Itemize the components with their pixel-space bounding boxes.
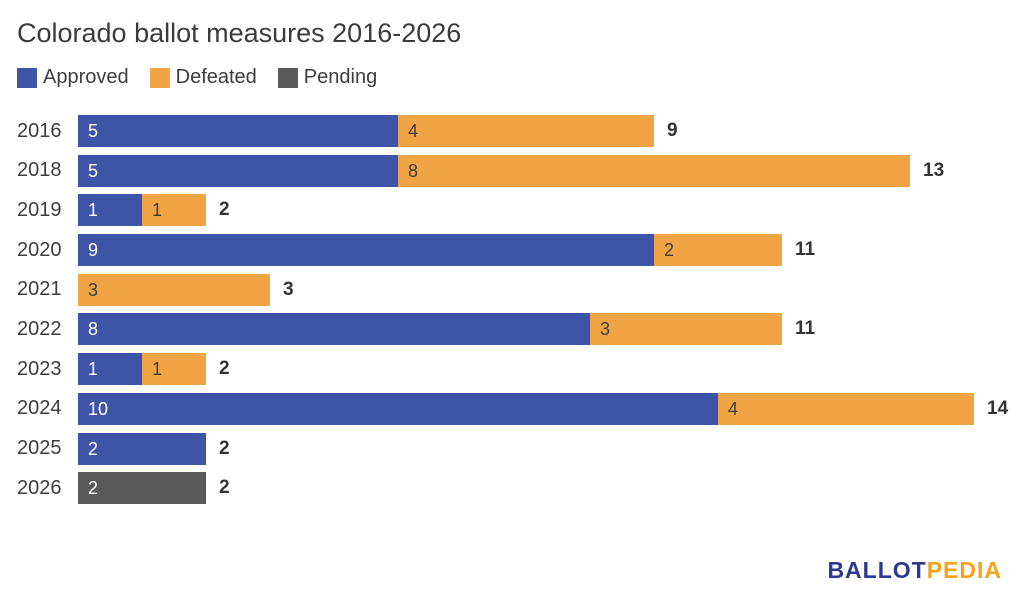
legend-item-defeated: Defeated <box>149 66 257 89</box>
bar-segment-defeated: 4 <box>398 115 654 147</box>
chart-row: 2026 2 2 <box>0 472 1024 505</box>
bar-segment-approved: 5 <box>78 154 398 187</box>
total-label: 11 <box>795 318 816 340</box>
year-label: 2024 <box>17 397 62 420</box>
total-label: 2 <box>219 358 230 380</box>
bar-segment-approved: 5 <box>78 115 398 147</box>
legend-swatch-pending <box>277 67 298 88</box>
year-label: 2020 <box>17 238 62 261</box>
chart-row: 2023 1 1 2 <box>0 353 1024 386</box>
segment-value-label: 2 <box>88 438 99 459</box>
segment-value-label: 8 <box>408 160 419 181</box>
legend-swatch-defeated <box>149 67 170 88</box>
bar-segment-defeated: 1 <box>142 194 206 227</box>
chart-row: 2020 9 2 11 <box>0 234 1024 267</box>
segment-value-label: 9 <box>88 240 99 261</box>
bar-stack: 2 <box>78 472 206 505</box>
bar-stack: 10 4 <box>78 392 974 425</box>
segment-value-label: 8 <box>88 319 99 340</box>
year-label: 2025 <box>17 437 62 459</box>
segment-value-label: 4 <box>728 398 739 419</box>
bar-segment-defeated: 3 <box>78 273 270 306</box>
total-label: 13 <box>923 159 945 181</box>
chart-row: 2025 2 2 <box>0 432 1024 465</box>
bar-segment-pending: 2 <box>78 472 206 505</box>
chart-row: 2024 10 4 14 <box>0 392 1024 425</box>
total-label: 2 <box>219 437 230 459</box>
logo-text-ballot: BALLOT <box>827 557 927 583</box>
bar-segment-defeated: 8 <box>398 154 910 187</box>
bar-segment-defeated: 3 <box>590 313 782 346</box>
year-label: 2019 <box>17 198 62 221</box>
segment-value-label: 5 <box>88 160 99 181</box>
segment-value-label: 10 <box>88 398 109 419</box>
chart-row: 2021 3 3 <box>0 273 1024 306</box>
chart-rows: 2016 5 4 9 2018 5 8 13 2019 1 1 2 2020 9 2 11 2021 3 3 2022… <box>0 115 1024 505</box>
total-label: 3 <box>283 278 294 300</box>
chart-row: 2022 8 3 11 <box>0 313 1024 346</box>
total-label: 2 <box>219 477 230 499</box>
bar-segment-defeated: 2 <box>654 234 782 267</box>
segment-value-label: 2 <box>88 478 99 499</box>
total-label: 11 <box>795 239 816 261</box>
legend-swatch-approved <box>17 67 37 88</box>
legend-item-approved: Approved <box>17 66 129 89</box>
logo-text-pedia: PEDIA <box>926 557 1002 583</box>
segment-value-label: 1 <box>152 359 163 380</box>
bar-segment-defeated: 1 <box>142 353 206 386</box>
segment-value-label: 2 <box>664 240 675 261</box>
year-label: 2021 <box>17 278 62 301</box>
segment-value-label: 4 <box>408 121 419 141</box>
total-label: 14 <box>987 397 1009 419</box>
year-label: 2023 <box>17 357 62 380</box>
total-label: 9 <box>667 120 678 141</box>
legend-label-approved: Approved <box>43 66 129 88</box>
year-label: 2018 <box>17 159 62 182</box>
bar-segment-approved: 2 <box>78 432 206 465</box>
legend-item-pending: Pending <box>277 66 378 89</box>
bar-segment-approved: 9 <box>78 234 654 267</box>
legend: Approved Defeated Pending <box>17 66 1024 89</box>
ballotpedia-logo: BALLOTPEDIA <box>827 557 1002 584</box>
segment-value-label: 3 <box>88 279 99 300</box>
bar-stack: 2 <box>78 432 206 465</box>
bar-segment-approved: 8 <box>78 313 590 346</box>
bar-segment-approved: 1 <box>78 194 142 227</box>
total-label: 2 <box>219 199 230 221</box>
chart-canvas: { "title": "Colorado ballot measures 201… <box>0 18 1024 604</box>
year-label: 2022 <box>17 317 62 340</box>
legend-label-pending: Pending <box>303 66 378 88</box>
chart-row: 2018 5 8 13 <box>0 154 1024 187</box>
segment-value-label: 5 <box>88 121 99 141</box>
chart-title: Colorado ballot measures 2016-2026 <box>17 18 462 48</box>
segment-value-label: 1 <box>152 200 163 221</box>
segment-value-label: 3 <box>600 319 611 340</box>
year-label: 2026 <box>17 476 62 499</box>
legend-label-defeated: Defeated <box>175 66 257 88</box>
year-label: 2016 <box>17 119 62 142</box>
chart-row: 2019 1 1 2 <box>0 194 1024 227</box>
bar-segment-approved: 1 <box>78 353 142 386</box>
segment-value-label: 1 <box>88 359 99 380</box>
bar-segment-defeated: 4 <box>718 392 974 425</box>
chart-row: 2016 5 4 9 <box>0 115 1024 147</box>
bar-stack: 3 <box>78 273 270 306</box>
bar-segment-approved: 10 <box>78 392 718 425</box>
segment-value-label: 1 <box>88 200 99 221</box>
